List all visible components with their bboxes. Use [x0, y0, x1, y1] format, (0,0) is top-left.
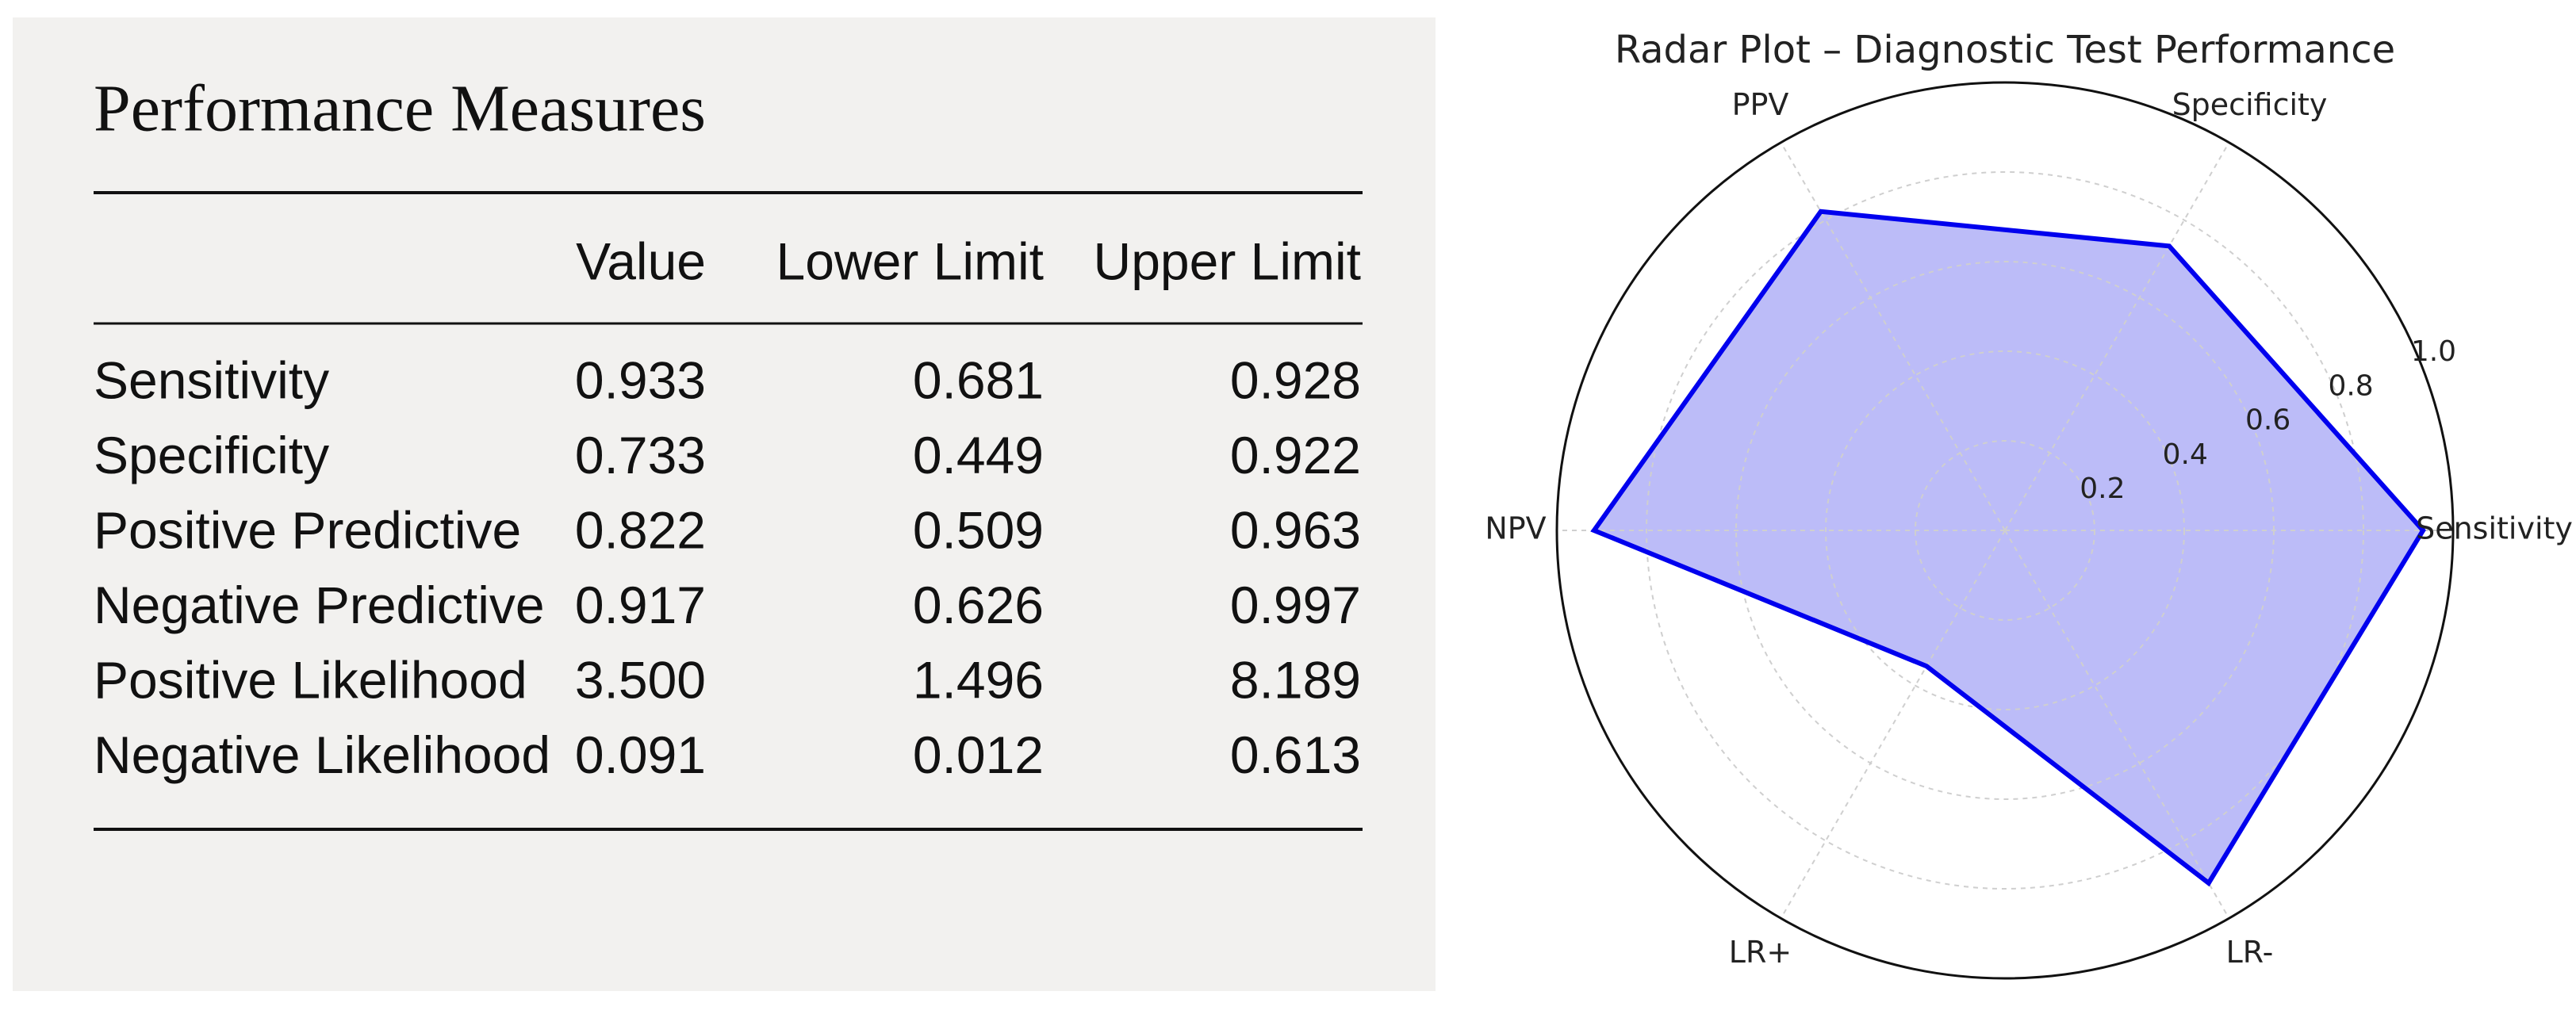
cell: 0.449: [913, 426, 1044, 484]
category-label: LR-: [2226, 935, 2274, 970]
r-tick-label: 0.8: [2328, 369, 2373, 402]
grid-spoke: [1780, 142, 2006, 531]
r-tick-label: 0.2: [2080, 473, 2125, 505]
grid-spoke: [2004, 142, 2230, 531]
cell: 0.822: [575, 500, 706, 559]
category-label: LR+: [1729, 935, 1792, 970]
cell: 8.189: [1230, 650, 1361, 709]
r-tick-label: 0.6: [2245, 404, 2290, 437]
column-header: Lower Limit: [776, 232, 1044, 290]
row-label: Positive Likelihood: [94, 650, 527, 709]
radar-line: [1590, 209, 2426, 887]
radar-area: [1593, 211, 2424, 883]
cell: 3.500: [575, 650, 706, 709]
r-tick-label: 0.4: [2163, 438, 2208, 471]
cell: 0.012: [913, 725, 1044, 784]
cell: 0.933: [575, 350, 706, 409]
category-label: Specificity: [2172, 87, 2328, 122]
column-header: Upper Limit: [1094, 232, 1361, 290]
row-label: Sensitivity: [94, 350, 329, 409]
cell: 0.091: [575, 725, 706, 784]
radar-chart: Radar Plot – Diagnostic Test Performance…: [1485, 28, 2573, 980]
cell: 0.681: [913, 350, 1044, 409]
cell: 0.613: [1230, 725, 1361, 784]
chart-title: Radar Plot – Diagnostic Test Performance: [1615, 28, 2395, 72]
row-label: Specificity: [94, 426, 329, 484]
cell: 0.733: [575, 426, 706, 484]
grid-spoke: [2004, 530, 2230, 919]
row-label: Negative Likelihood: [94, 725, 550, 784]
cell: 0.963: [1230, 500, 1361, 559]
category-label: NPV: [1485, 511, 1546, 546]
category-label: PPV: [1732, 87, 1789, 122]
column-header: Value: [576, 232, 706, 290]
cell: 0.626: [913, 576, 1044, 634]
grid-spoke: [1780, 530, 2006, 919]
cell: 1.496: [913, 650, 1044, 709]
row-label: Positive Predictive: [94, 500, 521, 559]
row-label: Negative Predictive: [94, 576, 545, 634]
grid-ring: [1646, 171, 2364, 890]
polar-frame: [1555, 81, 2455, 980]
category-label: Sensitivity: [2416, 511, 2573, 546]
cell: 0.917: [575, 576, 706, 634]
table: Value Lower Limit Upper Limit Sensitivity 0.…: [94, 232, 1361, 784]
cell: 0.509: [913, 500, 1044, 559]
table-title: Performance Measures: [94, 71, 706, 145]
cell: 0.997: [1230, 576, 1361, 634]
cell: 0.928: [1230, 350, 1361, 409]
r-tick-label: 1.0: [2411, 335, 2456, 368]
cell: 0.922: [1230, 426, 1361, 484]
grid-ring: [1825, 350, 2185, 710]
